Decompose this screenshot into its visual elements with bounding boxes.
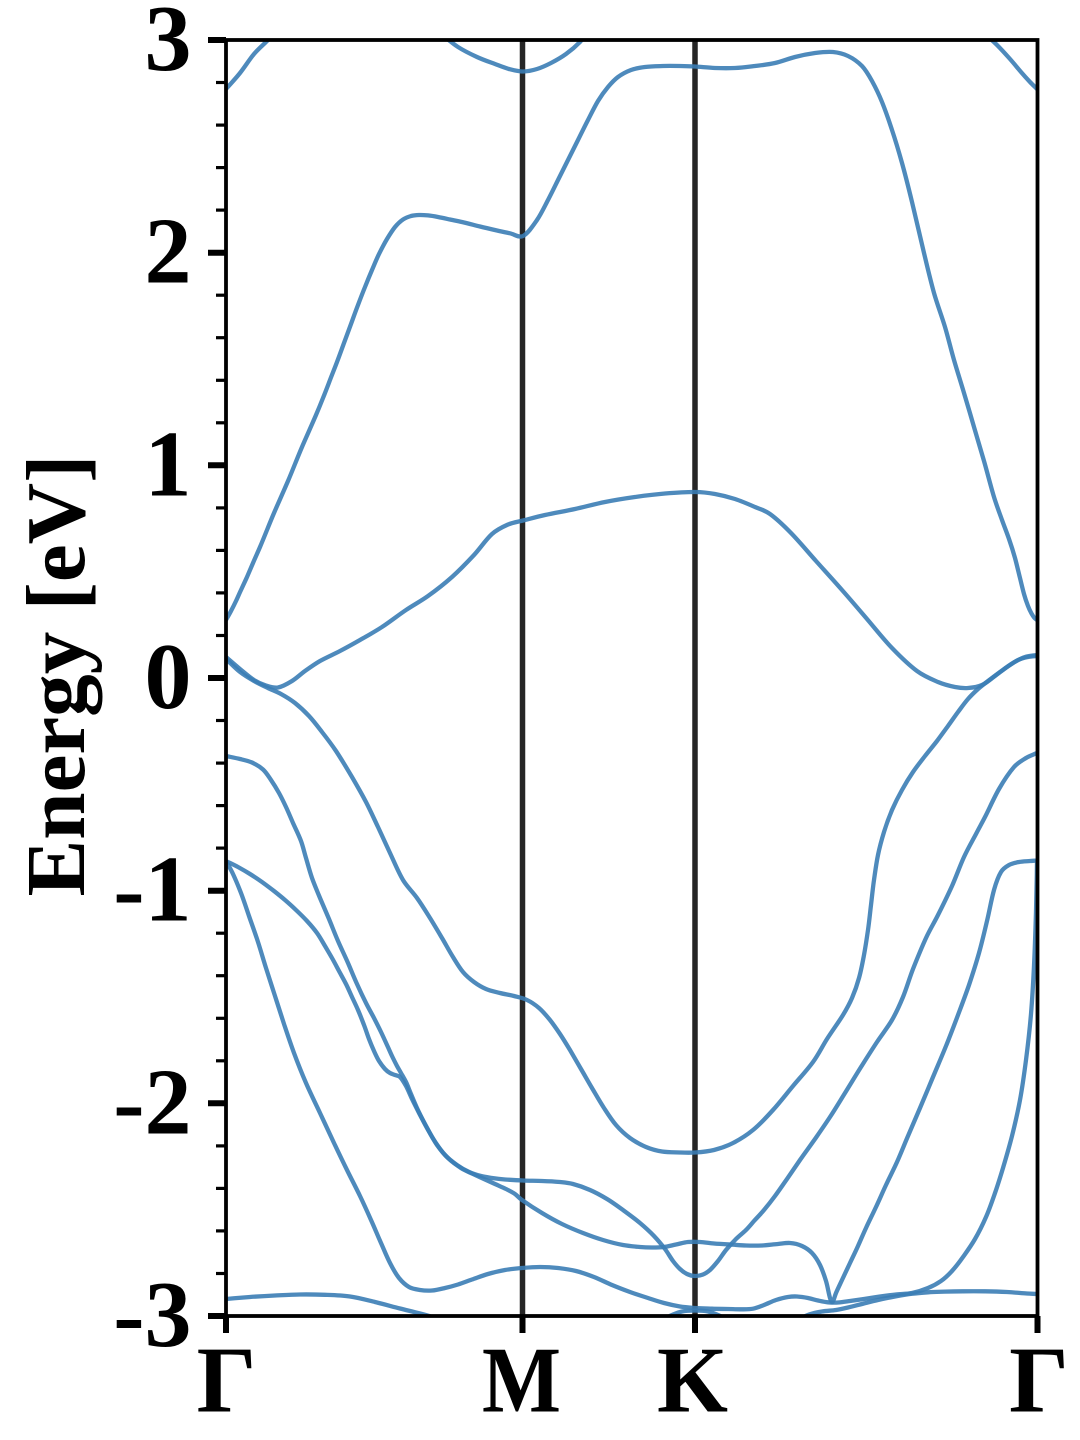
svg-text:1: 1 [145,412,192,516]
svg-text:M: M [482,1329,561,1433]
svg-text:2: 2 [145,200,192,304]
svg-text:Energy [eV]: Energy [eV] [10,455,103,897]
svg-text:-1: -1 [113,838,191,942]
svg-text:K: K [657,1329,728,1433]
svg-text:-2: -2 [113,1050,191,1154]
svg-text:3: 3 [145,0,192,91]
svg-text:-3: -3 [113,1263,191,1367]
svg-text:Γ: Γ [197,1329,257,1433]
svg-text:0: 0 [145,625,192,729]
svg-text:Γ: Γ [1009,1329,1069,1433]
